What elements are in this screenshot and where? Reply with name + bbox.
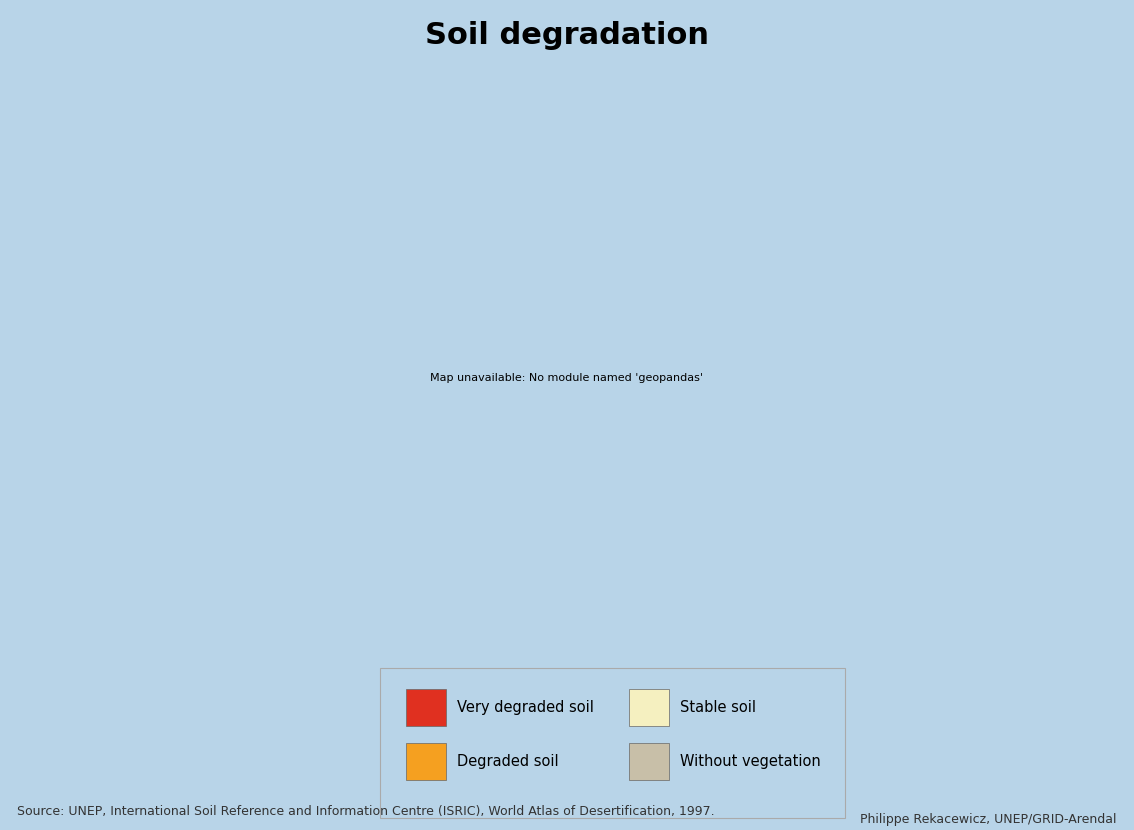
Text: Very degraded soil: Very degraded soil: [457, 700, 594, 715]
Text: Source: UNEP, International Soil Reference and Information Centre (ISRIC), World: Source: UNEP, International Soil Referen…: [17, 804, 714, 818]
Text: Without vegetation: Without vegetation: [680, 754, 821, 769]
Text: Stable soil: Stable soil: [680, 700, 756, 715]
Text: Soil degradation: Soil degradation: [425, 21, 709, 50]
Text: Degraded soil: Degraded soil: [457, 754, 559, 769]
Text: Map unavailable: No module named 'geopandas': Map unavailable: No module named 'geopan…: [431, 373, 703, 383]
Text: Philippe Rekacewicz, UNEP/GRID-Arendal: Philippe Rekacewicz, UNEP/GRID-Arendal: [861, 813, 1117, 826]
